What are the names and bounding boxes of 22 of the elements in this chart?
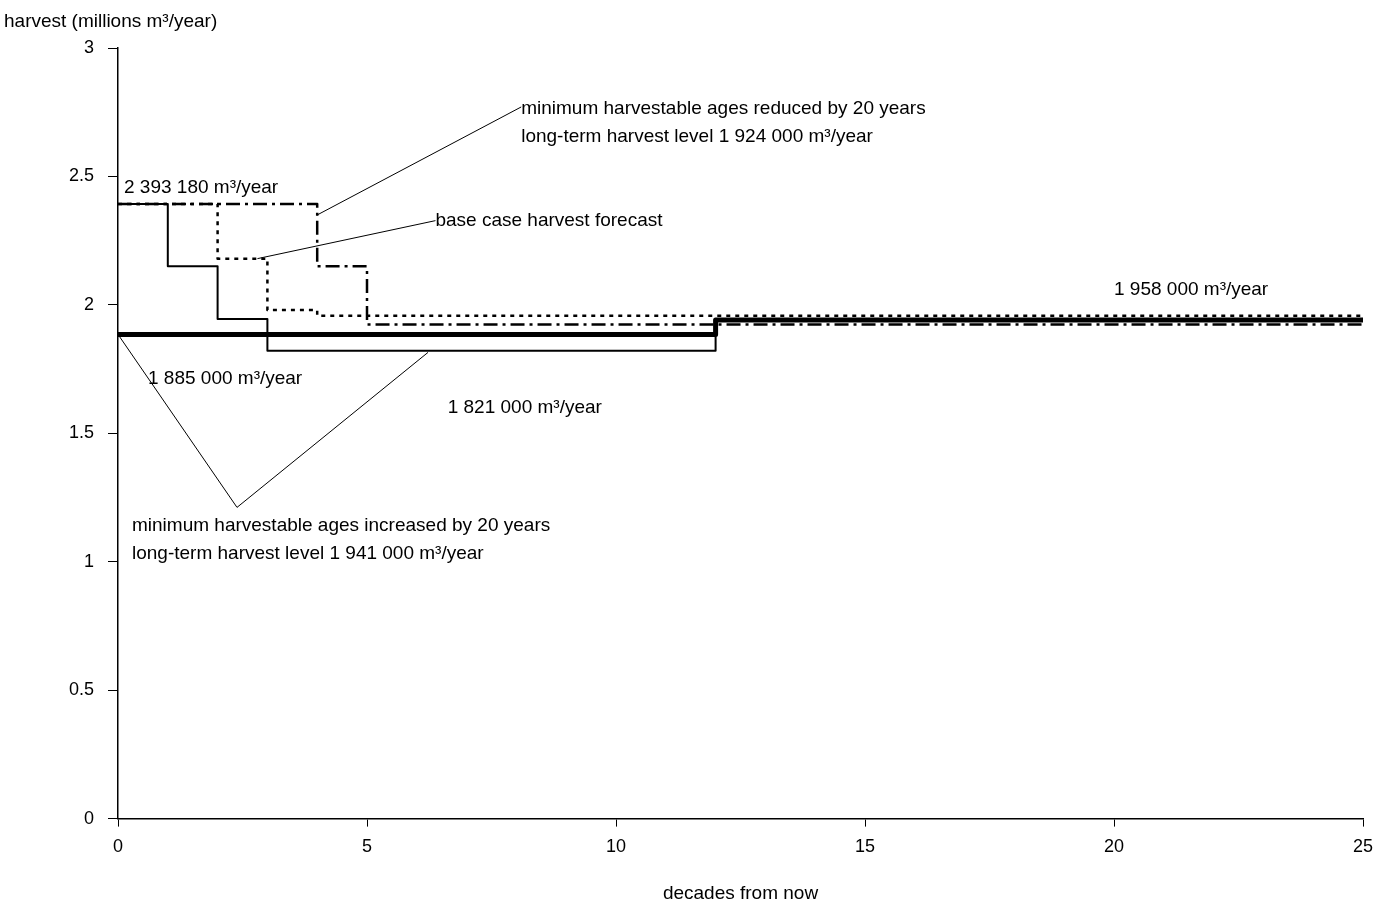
y-tick-label: 2 <box>83 293 94 314</box>
annotation: minimum harvestable ages reduced by 20 years long-term harvest level 1 924 000 m³/year <box>521 97 926 147</box>
y-tick-label: 3 <box>83 36 94 57</box>
annotation: 2 393 180 m³/year <box>124 176 279 198</box>
x-tick-label: 5 <box>361 836 373 857</box>
y-tick-label: 2.5 <box>68 165 94 186</box>
x-tick-label: 20 <box>1103 836 1125 857</box>
annotation: minimum harvestable ages increased by 20 years long-term harvest level 1 941 000 m³/year <box>132 513 551 563</box>
x-tick-label: 10 <box>605 836 627 857</box>
annotation: 1 885 000 m³/year <box>148 366 303 388</box>
y-axis-title: harvest (millions m³/year) <box>4 10 218 32</box>
annotation: 1 821 000 m³/year <box>447 396 603 418</box>
x-tick-label: 25 <box>1352 836 1374 857</box>
annotation: 1 958 000 m³/year <box>1114 277 1269 299</box>
y-tick-label: 0.5 <box>68 679 94 700</box>
x-axis-title: decades from now <box>662 881 819 903</box>
annotation: base case harvest forecast <box>435 208 664 230</box>
y-tick-label: 1 <box>83 550 94 571</box>
y-tick-label: 0 <box>83 807 94 828</box>
x-tick-label: 15 <box>854 836 876 857</box>
x-tick-label: 0 <box>112 836 124 857</box>
y-tick-label: 1.5 <box>68 422 94 443</box>
